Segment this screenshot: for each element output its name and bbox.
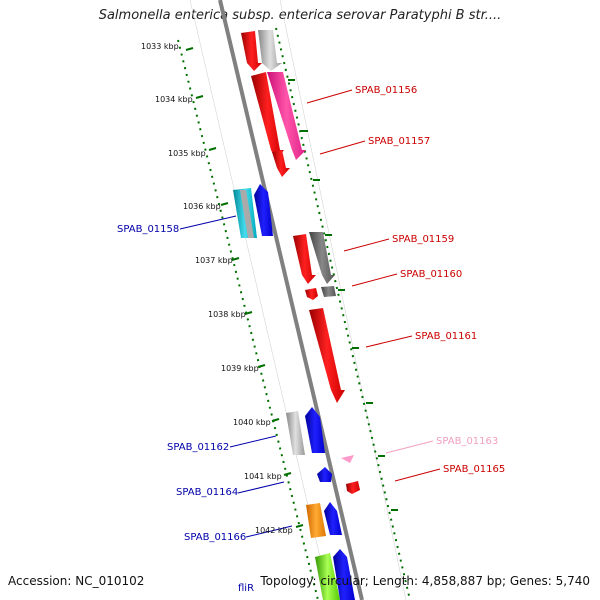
gene-arrow[interactable]: [286, 411, 305, 455]
gene-arrow[interactable]: [341, 455, 354, 463]
gene-label[interactable]: SPAB_01160: [400, 269, 462, 280]
backbone-line: [218, 0, 364, 600]
gene-arrow[interactable]: [321, 286, 336, 297]
gene-arrow[interactable]: [240, 190, 254, 238]
gene-arrow[interactable]: [346, 481, 360, 494]
gene-label[interactable]: SPAB_01158: [117, 224, 179, 235]
scale-ticks: [185, 47, 398, 528]
gene-arrow[interactable]: [306, 503, 326, 538]
gene-arrow[interactable]: [305, 407, 325, 453]
gene-arrow[interactable]: [267, 72, 306, 160]
gene-arrow[interactable]: [333, 549, 355, 600]
gene-arrow[interactable]: [241, 31, 262, 71]
gene-label[interactable]: SPAB_01156: [355, 85, 417, 96]
accession-text: Accession: NC_010102: [8, 574, 145, 588]
gene-arrow[interactable]: [251, 72, 284, 160]
topology-text: Topology: circular; Length: 4,858,887 bp…: [260, 574, 590, 588]
scale-label: 1036 kbp: [183, 202, 221, 211]
scale-label: 1037 kbp: [195, 256, 233, 265]
gene-label[interactable]: fliR: [238, 583, 254, 594]
gene-arrow[interactable]: [309, 308, 345, 403]
gene-arrow[interactable]: [309, 232, 335, 284]
gene-arrow[interactable]: [305, 288, 318, 300]
outer-band-edge: [279, 0, 407, 600]
gene-arrow[interactable]: [324, 502, 342, 535]
scale-label: 1042 kbp: [255, 526, 293, 535]
gene-arrow[interactable]: [272, 150, 290, 177]
organism-title: Salmonella enterica subsp. enterica sero…: [98, 8, 502, 23]
scale-label: 1041 kbp: [244, 472, 282, 481]
inner-band-edge: [189, 0, 331, 600]
scale-label: 1033 kbp: [141, 42, 179, 51]
gene-arrow[interactable]: [254, 184, 273, 236]
gene-label[interactable]: SPAB_01159: [392, 234, 454, 245]
gene-arrow[interactable]: [258, 30, 282, 71]
scale-label: 1034 kbp: [155, 95, 193, 104]
scale-label: 1038 kbp: [208, 310, 246, 319]
gene-arrow[interactable]: [317, 467, 332, 482]
gene-arrow[interactable]: [315, 553, 340, 600]
label-connectors: [179, 89, 441, 538]
gene-label[interactable]: SPAB_01157: [368, 136, 430, 147]
scale-label: 1035 kbp: [168, 149, 206, 158]
scale-label: 1039 kbp: [221, 364, 259, 373]
gene-label[interactable]: SPAB_01164: [176, 487, 238, 498]
gene-label[interactable]: SPAB_01162: [167, 442, 229, 453]
inner-scale-dots: [177, 39, 319, 600]
scale-label: 1040 kbp: [233, 418, 271, 427]
gene-label[interactable]: SPAB_01165: [443, 464, 505, 475]
gene-label[interactable]: SPAB_01161: [415, 331, 477, 342]
gene-arrow[interactable]: [293, 234, 316, 284]
gene-label[interactable]: SPAB_01166: [184, 532, 246, 543]
gene-label[interactable]: SPAB_01163: [436, 436, 498, 447]
